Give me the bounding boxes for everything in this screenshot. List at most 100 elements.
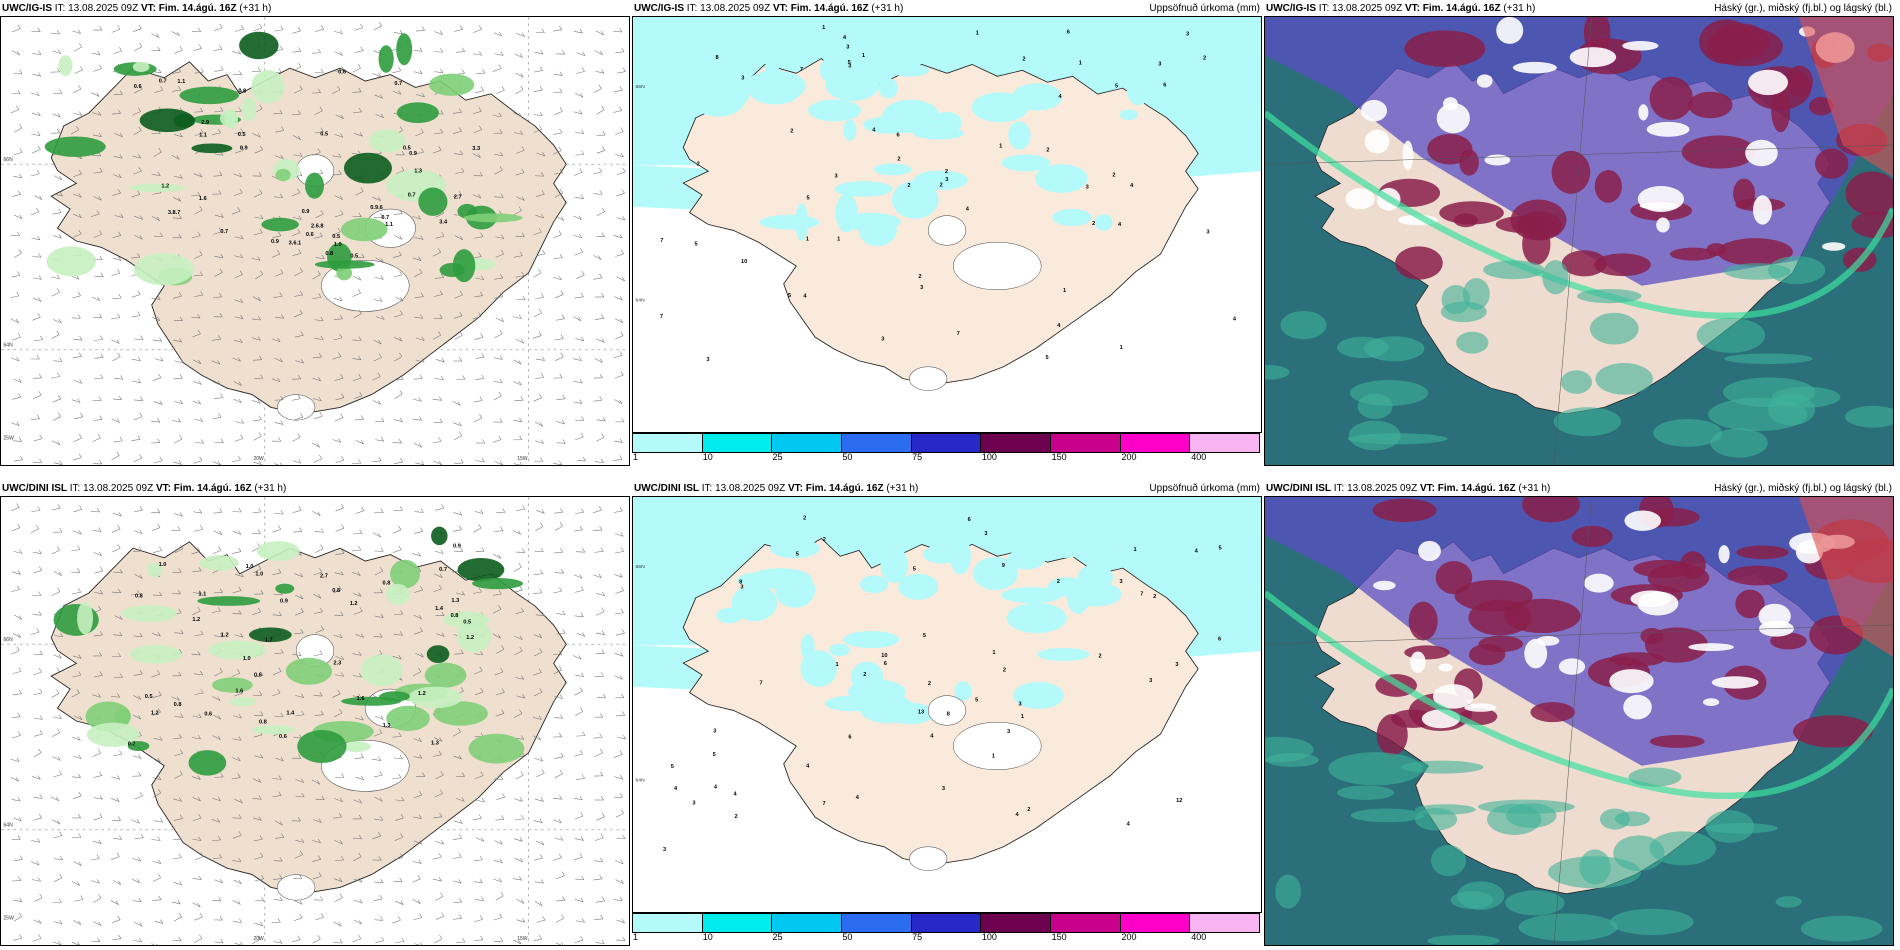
- wind-barb: [616, 837, 626, 840]
- wind-barb-flag: [522, 295, 526, 300]
- wind-barb-flag: [378, 340, 382, 345]
- low-cloud-patch: [1348, 420, 1401, 451]
- wind-barb: [373, 299, 383, 302]
- wind-barb-flag: [17, 231, 20, 236]
- wind-barb: [432, 754, 442, 757]
- high-cloud-patch: [1478, 635, 1524, 653]
- wind-barb: [553, 132, 563, 135]
- wind-barb-flag: [440, 110, 444, 115]
- wind-barb-flag: [501, 250, 505, 255]
- wind-barb: [516, 149, 525, 154]
- wind-barb-flag: [458, 879, 462, 884]
- wind-barb-flag: [520, 858, 524, 863]
- wind-barb: [314, 110, 323, 115]
- wind-barb: [492, 609, 502, 614]
- wind-barb: [54, 858, 63, 861]
- wind-barb-flag: [399, 390, 403, 395]
- wind-barb-flag: [200, 525, 204, 530]
- wind-barb: [134, 235, 143, 240]
- wind-barb-flag: [501, 815, 505, 820]
- wind-barb-flag: [36, 169, 40, 175]
- precip-patch: [1094, 214, 1113, 231]
- high-cloud-patch: [1798, 497, 1893, 657]
- wind-barb-flag: [200, 68, 204, 73]
- wind-barb-flag: [136, 819, 140, 824]
- wind-barb: [335, 527, 344, 532]
- wind-barb-flag: [99, 630, 103, 636]
- wind-barb-flag: [38, 668, 42, 673]
- wind-barb-flag: [317, 88, 321, 93]
- wind-barb: [92, 752, 101, 757]
- precip-value: 7: [1140, 591, 1143, 597]
- wind-barb-flag: [521, 168, 525, 173]
- wind-barb: [494, 296, 503, 299]
- wind-barb-flag: [581, 875, 585, 880]
- wind-barb: [595, 461, 604, 464]
- wind-barb: [534, 51, 544, 55]
- wind-barb: [615, 715, 625, 717]
- wind-barb-flag: [580, 935, 584, 941]
- vt-label: VT:: [1404, 3, 1420, 14]
- wind-barb-flag: [600, 796, 604, 801]
- wind-barb-flag: [377, 831, 381, 837]
- high-cloud-patch: [1809, 96, 1834, 116]
- wind-barb: [355, 191, 364, 196]
- wind-barb-flag: [139, 215, 143, 220]
- wind-barb: [313, 611, 323, 614]
- wind-barb: [134, 795, 143, 800]
- wind-barb-flag: [258, 432, 262, 437]
- wind-barb: [315, 257, 325, 259]
- wind-barb-flag: [156, 33, 160, 38]
- wind-barb-flag: [319, 454, 323, 459]
- high-cloud-patch: [1681, 135, 1757, 169]
- wind-barb: [52, 235, 62, 239]
- wind-barb: [31, 112, 41, 117]
- wind-barb: [533, 129, 542, 133]
- legend-tick: 75: [912, 452, 923, 462]
- precip-value: 0.8: [238, 89, 246, 95]
- wind-barb: [233, 381, 242, 386]
- wind-barb: [315, 213, 324, 219]
- wind-barb: [234, 132, 244, 134]
- wind-barb-flag: [400, 610, 404, 615]
- wind-barb: [413, 378, 423, 380]
- wind-barb-flag: [138, 897, 142, 903]
- precip-patch: [749, 568, 812, 590]
- wind-barb: [395, 941, 405, 944]
- clear-patch: [1496, 17, 1524, 44]
- wind-barb: [71, 881, 80, 886]
- panel-ig-wind: UWC/IG-IS IT: 13.08.2025 09Z VT: Fim. 14…: [0, 0, 632, 470]
- wind-barb: [452, 856, 462, 859]
- wind-barb-flag: [377, 533, 381, 538]
- wind-barb: [211, 839, 221, 842]
- wind-barb-flag: [600, 672, 604, 677]
- wind-barb-flag: [96, 507, 100, 513]
- wind-barb: [593, 736, 603, 739]
- wind-barb: [553, 463, 562, 465]
- wind-barb-flag: [119, 835, 123, 840]
- wind-barb: [12, 28, 21, 33]
- wind-barb: [174, 632, 184, 634]
- lon-label-15w: 15W: [517, 456, 528, 462]
- wind-barb-flag: [499, 166, 503, 171]
- wind-barb-flag: [59, 920, 63, 925]
- wind-barb-flag: [18, 249, 22, 254]
- wind-barb: [94, 570, 103, 574]
- wind-barb: [131, 380, 141, 384]
- it-label: IT:: [701, 483, 713, 494]
- wind-barb-flag: [521, 675, 525, 680]
- wind-barb-flag: [96, 92, 100, 97]
- wind-barb: [355, 440, 364, 445]
- wind-barb: [10, 109, 19, 114]
- wind-barb-flag: [399, 417, 403, 422]
- wind-barb: [615, 590, 624, 594]
- wind-barb-flag: [219, 23, 223, 29]
- wind-barb-flag: [157, 171, 161, 176]
- wind-barb: [613, 30, 623, 33]
- wind-barb-flag: [559, 522, 563, 527]
- wind-barb-flag: [78, 453, 82, 458]
- wind-barb-flag: [521, 339, 525, 344]
- wind-barb-flag: [620, 331, 624, 336]
- wind-barb-flag: [178, 853, 182, 858]
- clear-patch: [1512, 61, 1557, 74]
